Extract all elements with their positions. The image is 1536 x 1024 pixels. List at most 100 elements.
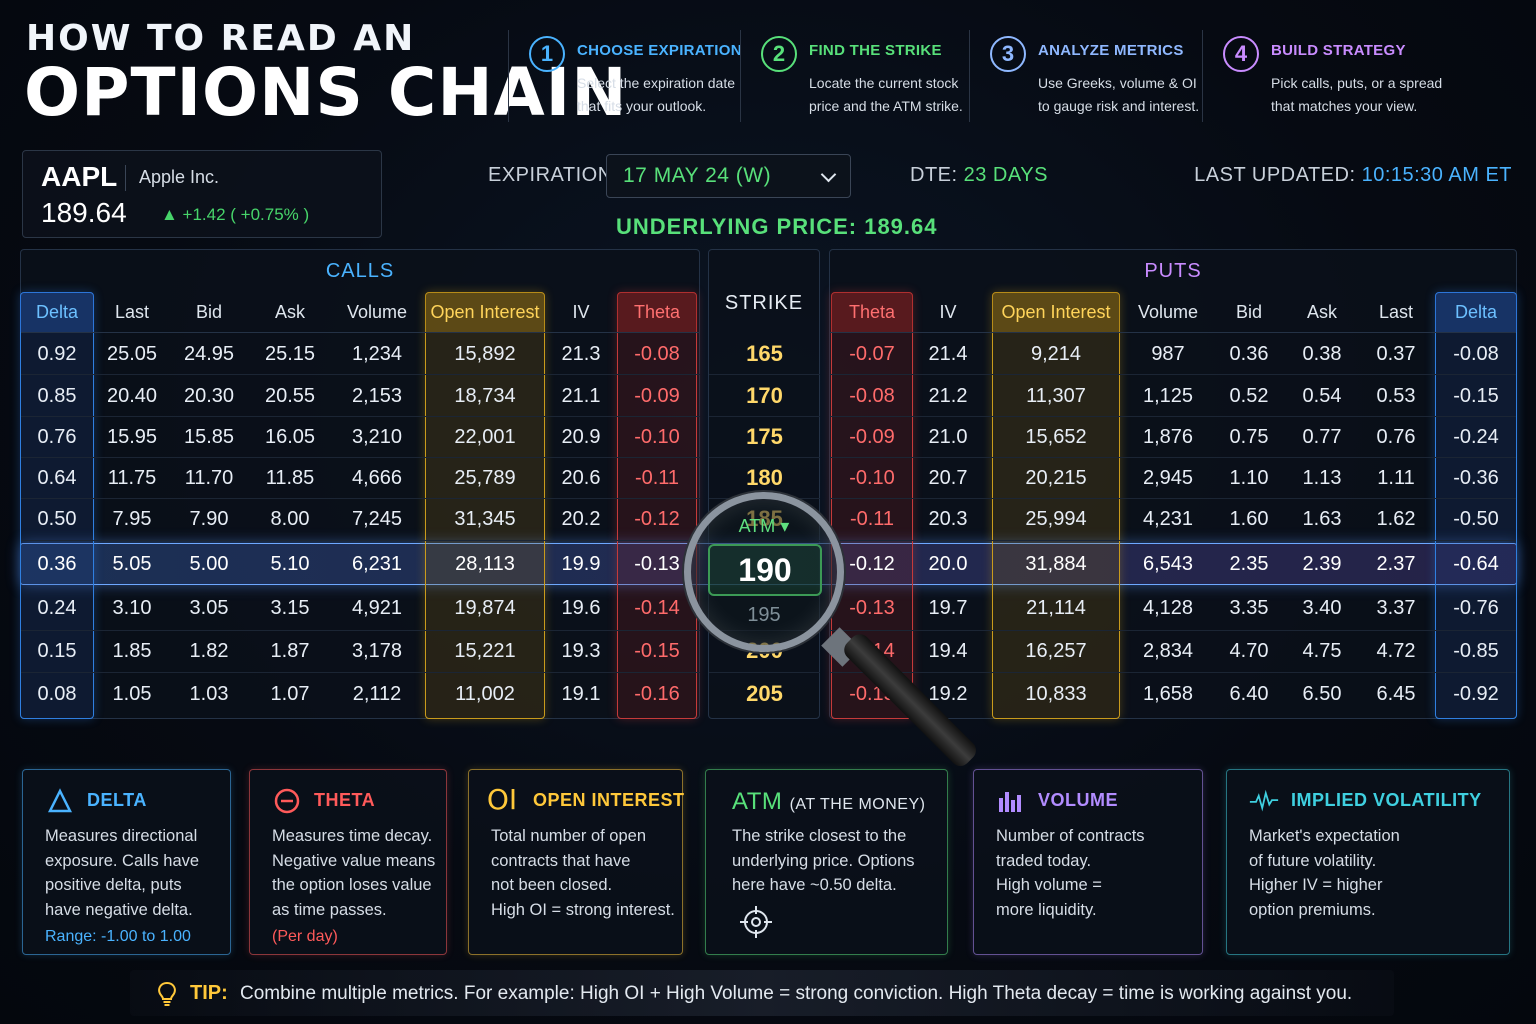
puts-header-theta[interactable]: Theta xyxy=(848,301,896,322)
put-cell[interactable]: 2.35 xyxy=(1229,552,1269,575)
put-cell[interactable]: 1.11 xyxy=(1377,466,1415,489)
call-cell[interactable]: 2,153 xyxy=(351,384,403,407)
put-cell[interactable]: -0.50 xyxy=(1453,507,1499,530)
put-cell[interactable]: 21.4 xyxy=(928,342,968,365)
puts-header-delta[interactable]: Delta xyxy=(1454,301,1498,322)
put-cell[interactable]: 6.45 xyxy=(1376,682,1416,705)
put-cell[interactable]: 25,994 xyxy=(1025,507,1087,530)
put-cell[interactable]: 16,257 xyxy=(1025,639,1087,662)
call-cell[interactable]: 1.85 xyxy=(112,639,152,662)
call-cell[interactable]: 5.00 xyxy=(189,552,229,575)
strike-cell[interactable]: 180 xyxy=(746,465,783,490)
call-cell[interactable]: 3,210 xyxy=(351,425,403,448)
calls-header-iv[interactable]: IV xyxy=(572,301,590,322)
put-cell[interactable]: 987 xyxy=(1151,342,1185,365)
call-cell[interactable]: 3.15 xyxy=(270,596,310,619)
strike-cell[interactable]: 165 xyxy=(746,341,783,366)
call-cell[interactable]: -0.11 xyxy=(634,466,680,489)
put-cell[interactable]: 4,231 xyxy=(1142,507,1194,530)
put-cell[interactable]: -0.08 xyxy=(1453,342,1499,365)
put-cell[interactable]: 4.70 xyxy=(1229,639,1269,662)
call-cell[interactable]: 0.08 xyxy=(37,682,77,705)
calls-header-theta[interactable]: Theta xyxy=(633,301,681,322)
put-cell[interactable]: 2.37 xyxy=(1376,552,1416,575)
call-cell[interactable]: 22,001 xyxy=(454,425,516,448)
put-cell[interactable]: 6.50 xyxy=(1302,682,1342,705)
put-cell[interactable]: -0.13 xyxy=(849,596,895,619)
call-cell[interactable]: 19.6 xyxy=(561,596,601,619)
strike-cell[interactable]: 170 xyxy=(746,383,783,408)
call-cell[interactable]: 19.1 xyxy=(561,682,601,705)
put-cell[interactable]: 0.37 xyxy=(1376,342,1416,365)
call-cell[interactable]: 3.10 xyxy=(112,596,152,619)
calls-header-volume[interactable]: Volume xyxy=(346,301,408,322)
put-cell[interactable]: 19.2 xyxy=(928,682,968,705)
call-cell[interactable]: 20.6 xyxy=(561,466,601,489)
call-cell[interactable]: 20.30 xyxy=(183,384,235,407)
call-cell[interactable]: 25.05 xyxy=(106,342,158,365)
call-cell[interactable]: 28,113 xyxy=(455,552,515,575)
call-cell[interactable]: 21.3 xyxy=(561,342,601,365)
put-cell[interactable]: -0.12 xyxy=(849,552,895,575)
call-cell[interactable]: 19.9 xyxy=(561,552,601,575)
put-cell[interactable]: 15,652 xyxy=(1025,425,1087,448)
put-cell[interactable]: 1,125 xyxy=(1142,384,1194,407)
put-cell[interactable]: 0.76 xyxy=(1376,425,1416,448)
put-cell[interactable]: 2,834 xyxy=(1142,639,1194,662)
calls-header-last[interactable]: Last xyxy=(114,301,150,322)
call-cell[interactable]: 1,234 xyxy=(351,342,403,365)
put-cell[interactable]: 2.39 xyxy=(1302,552,1342,575)
call-cell[interactable]: 7.90 xyxy=(189,507,229,530)
call-cell[interactable]: 15.95 xyxy=(106,425,158,448)
call-cell[interactable]: 3.05 xyxy=(189,596,229,619)
call-cell[interactable]: 19,874 xyxy=(454,596,516,619)
put-cell[interactable]: 3.40 xyxy=(1302,596,1342,619)
calls-header-bid[interactable]: Bid xyxy=(195,301,222,322)
put-cell[interactable]: 2,945 xyxy=(1142,466,1194,489)
put-cell[interactable]: -0.85 xyxy=(1453,639,1499,662)
call-cell[interactable]: 1.07 xyxy=(270,682,310,705)
put-cell[interactable]: -0.24 xyxy=(1453,425,1499,448)
puts-header-volume[interactable]: Volume xyxy=(1137,301,1199,322)
call-cell[interactable]: 1.87 xyxy=(270,639,310,662)
put-cell[interactable]: 0.77 xyxy=(1302,425,1342,448)
call-cell[interactable]: 15,221 xyxy=(454,639,516,662)
call-cell[interactable]: -0.12 xyxy=(634,507,680,530)
put-cell[interactable]: 21.2 xyxy=(928,384,968,407)
call-cell[interactable]: 8.00 xyxy=(270,507,310,530)
put-cell[interactable]: 20.0 xyxy=(928,552,968,575)
call-cell[interactable]: 7,245 xyxy=(351,507,403,530)
call-cell[interactable]: 0.64 xyxy=(37,466,77,489)
put-cell[interactable]: 21,114 xyxy=(1026,596,1086,619)
call-cell[interactable]: 15,892 xyxy=(454,342,516,365)
put-cell[interactable]: -0.76 xyxy=(1453,596,1499,619)
call-cell[interactable]: 0.76 xyxy=(37,425,77,448)
call-cell[interactable]: 4,666 xyxy=(351,466,403,489)
call-cell[interactable]: 5.05 xyxy=(112,552,152,575)
puts-header-iv[interactable]: IV xyxy=(939,301,957,322)
put-cell[interactable]: 1.10 xyxy=(1229,466,1269,489)
call-cell[interactable]: 11.85 xyxy=(265,466,315,489)
call-cell[interactable]: 20.55 xyxy=(264,384,316,407)
put-cell[interactable]: 3.37 xyxy=(1376,596,1416,619)
call-cell[interactable]: -0.10 xyxy=(634,425,680,448)
puts-header-ask[interactable]: Ask xyxy=(1306,301,1337,322)
call-cell[interactable]: 31,345 xyxy=(454,507,516,530)
put-cell[interactable]: 1,876 xyxy=(1142,425,1194,448)
call-cell[interactable]: 6,231 xyxy=(351,552,403,575)
calls-header-delta[interactable]: Delta xyxy=(35,301,79,322)
call-cell[interactable]: 1.03 xyxy=(189,682,229,705)
call-cell[interactable]: 18,734 xyxy=(454,384,516,407)
strike-cell[interactable]: 205 xyxy=(746,681,783,706)
call-cell[interactable]: 11,002 xyxy=(455,682,515,705)
put-cell[interactable]: 0.52 xyxy=(1229,384,1269,407)
call-cell[interactable]: 3,178 xyxy=(351,639,403,662)
call-cell[interactable]: -0.14 xyxy=(634,596,680,619)
call-cell[interactable]: 0.36 xyxy=(37,552,77,575)
put-cell[interactable]: 21.0 xyxy=(928,425,968,448)
put-cell[interactable]: 6,543 xyxy=(1142,552,1194,575)
put-cell[interactable]: -0.10 xyxy=(849,466,895,489)
put-cell[interactable]: 0.36 xyxy=(1229,342,1269,365)
put-cell[interactable]: 1.13 xyxy=(1302,466,1342,489)
put-cell[interactable]: -0.07 xyxy=(849,342,895,365)
